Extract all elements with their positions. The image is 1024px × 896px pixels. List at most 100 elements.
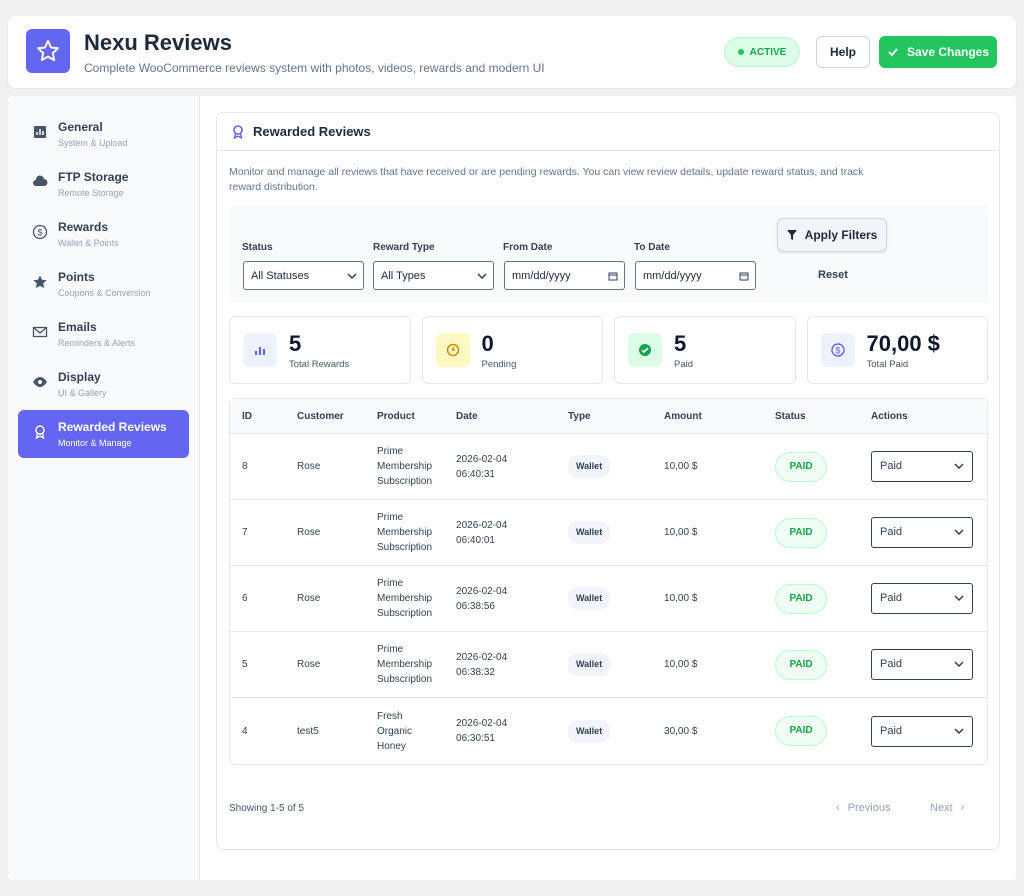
nav-text: General System & Upload bbox=[58, 120, 128, 148]
column-header: Date bbox=[444, 399, 557, 434]
status-cell: PAID bbox=[763, 566, 860, 632]
status-badge: PAID bbox=[775, 716, 828, 746]
table-cell: 10,00 $ bbox=[652, 500, 764, 566]
header: Nexu Reviews Complete WooCommerce review… bbox=[8, 16, 1016, 88]
status-cell: PAID bbox=[763, 632, 860, 698]
date-cell: 2026-02-04 06:38:32 bbox=[444, 632, 557, 698]
status-select[interactable]: Paid bbox=[871, 715, 974, 747]
previous-button[interactable]: ‹ Previous bbox=[836, 802, 891, 814]
date-cell: 2026-02-04 06:40:01 bbox=[444, 500, 557, 566]
save-button[interactable]: Save Changes bbox=[879, 36, 997, 68]
nav-item[interactable]: General System & Upload bbox=[18, 110, 189, 158]
date-placeholder: mm/dd/yyyy bbox=[512, 269, 571, 282]
status-select[interactable]: Paid bbox=[871, 583, 974, 614]
column-header: ID bbox=[230, 399, 285, 434]
nav-item[interactable]: Emails Reminders & Alerts bbox=[18, 310, 189, 358]
nav-icon bbox=[32, 374, 48, 395]
reset-button[interactable]: Reset bbox=[818, 269, 848, 281]
status-cell: PAID bbox=[763, 698, 859, 764]
type-select[interactable]: All Types bbox=[373, 261, 494, 290]
nav-item[interactable]: $ Rewards Wallet & Points bbox=[18, 210, 189, 258]
stat-card: 5 Total Rewards bbox=[229, 316, 411, 384]
filter-label: Status bbox=[242, 242, 273, 253]
product-cell: Prime Membership Subscription bbox=[365, 566, 445, 632]
table-cell: Rose bbox=[285, 566, 365, 632]
table-row: 7 Rose Prime Membership Subscription 2026-0… bbox=[230, 500, 987, 566]
table-body: 8 Rose Prime Membership Subscription 2026-0… bbox=[230, 434, 987, 764]
column-header: Actions bbox=[859, 399, 987, 434]
stat-label: Total Paid bbox=[866, 359, 909, 370]
type-cell: Wallet bbox=[556, 566, 653, 632]
nav-sublabel: Coupons & Conversion bbox=[58, 288, 151, 298]
status-cell: PAID bbox=[763, 434, 860, 500]
column-header: Amount bbox=[652, 399, 764, 434]
stat-value: 5 bbox=[674, 331, 687, 356]
status-select[interactable]: Paid bbox=[871, 649, 974, 680]
stat-card: $70,00 $ Total Paid bbox=[806, 316, 988, 384]
product-cell: Prime Membership Subscription bbox=[365, 500, 445, 566]
nav-label: General bbox=[58, 120, 103, 134]
date-cell: 2026-02-04 06:38:56 bbox=[444, 566, 557, 632]
nav-label: Rewarded Reviews bbox=[58, 420, 167, 434]
actions-cell: Paid bbox=[859, 698, 987, 764]
status-select[interactable]: Paid bbox=[871, 451, 974, 482]
nav-sublabel: Reminders & Alerts bbox=[58, 338, 136, 348]
stat-icon: $ bbox=[820, 333, 855, 367]
filter-label: Reward Type bbox=[373, 242, 435, 253]
nav-item[interactable]: FTP Storage Remote Storage bbox=[18, 160, 189, 208]
table-cell: 10,00 $ bbox=[652, 566, 764, 632]
app-title: Nexu Reviews bbox=[84, 30, 232, 55]
status-text: ACTIVE bbox=[749, 46, 787, 58]
actions-cell: Paid bbox=[859, 566, 987, 632]
table-cell: 10,00 $ bbox=[652, 632, 764, 698]
next-button[interactable]: Next › bbox=[930, 802, 965, 814]
filters: Status Reward Type From Date To Date All… bbox=[229, 205, 988, 303]
nav-icon bbox=[32, 424, 48, 445]
nav-text: Display UI & Gallery bbox=[58, 370, 107, 398]
type-pill: Wallet bbox=[568, 653, 611, 676]
nav-icon: $ bbox=[32, 224, 48, 245]
nav-label: Emails bbox=[58, 320, 97, 334]
select-value: Paid bbox=[880, 526, 903, 538]
status-cell: PAID bbox=[763, 500, 860, 566]
nav-icon bbox=[32, 124, 48, 145]
type-cell: Wallet bbox=[556, 434, 653, 500]
nav-item[interactable]: Display UI & Gallery bbox=[18, 360, 189, 408]
nav-label: Points bbox=[58, 270, 95, 284]
column-header: Product bbox=[365, 399, 445, 434]
help-button[interactable]: Help bbox=[816, 36, 870, 68]
apply-text: Apply Filters bbox=[804, 228, 878, 242]
svg-text:$: $ bbox=[835, 346, 840, 356]
status-select[interactable]: All Statuses bbox=[243, 261, 364, 290]
table-cell: Rose bbox=[285, 434, 365, 500]
table-cell: Rose bbox=[285, 632, 365, 698]
apply-filters-button[interactable]: Apply Filters bbox=[777, 218, 887, 252]
nav-text: Rewarded Reviews Monitor & Manage bbox=[58, 420, 167, 448]
product-cell: Fresh Organic Honey bbox=[377, 710, 413, 752]
type-cell: Wallet bbox=[556, 698, 652, 764]
nav-sublabel: UI & Gallery bbox=[58, 388, 107, 398]
logo-icon bbox=[37, 40, 59, 62]
column-header: Status bbox=[763, 399, 860, 434]
select-value: Paid bbox=[880, 658, 903, 670]
save-text: Save Changes bbox=[906, 45, 990, 59]
chevron bbox=[954, 657, 964, 672]
from-date-input[interactable]: mm/dd/yyyy bbox=[504, 261, 625, 290]
nav-item[interactable]: Rewarded Reviews Monitor & Manage bbox=[18, 410, 189, 458]
status-select[interactable]: Paid bbox=[871, 517, 974, 548]
stats: 5 Total Rewards 0 Pending 5 Paid $70,00 $ Total… bbox=[229, 316, 988, 384]
filter-label: From Date bbox=[503, 242, 553, 253]
stat-value: 70,00 $ bbox=[866, 331, 940, 356]
stat-icon bbox=[243, 333, 277, 367]
nav-item[interactable]: Points Coupons & Conversion bbox=[18, 260, 189, 308]
column-header: Customer bbox=[285, 399, 365, 434]
table-row: 4 test5 Fresh Organic Honey 2026-02-04 06:3… bbox=[230, 698, 987, 764]
status-badge: PAID bbox=[775, 451, 828, 482]
nav-text: Emails Reminders & Alerts bbox=[58, 320, 135, 348]
select-value: Paid bbox=[880, 724, 903, 737]
nav-icon bbox=[32, 274, 48, 295]
status-badge: ACTIVE bbox=[724, 37, 800, 67]
to-date-input[interactable]: mm/dd/yyyy bbox=[635, 261, 756, 290]
